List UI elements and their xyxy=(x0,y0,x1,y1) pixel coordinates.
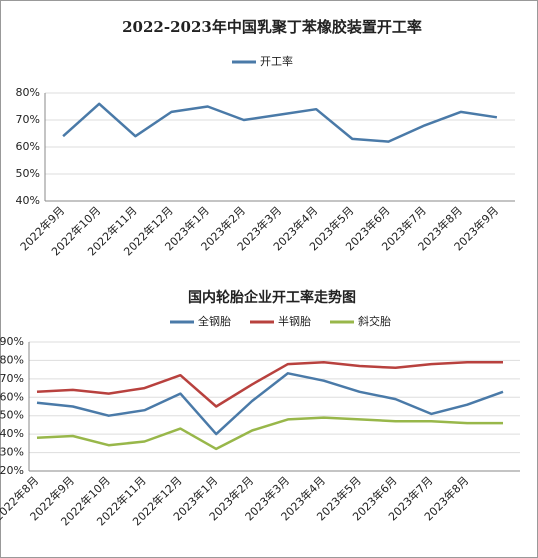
y-tick-label: 50% xyxy=(0,409,24,422)
y-tick-label: 80% xyxy=(16,86,40,99)
y-tick-label: 20% xyxy=(0,464,24,477)
legend-label: 斜交胎 xyxy=(358,314,391,328)
legend-label: 开工率 xyxy=(260,54,293,68)
legend-label: 半钢胎 xyxy=(278,314,311,328)
chart-title: 2022-2023年中国乳聚丁苯橡胶装置开工率 xyxy=(122,18,422,36)
series-line xyxy=(36,372,504,436)
y-tick-label: 30% xyxy=(0,446,24,459)
y-tick-label: 70% xyxy=(16,113,40,126)
y-tick-label: 60% xyxy=(0,390,24,403)
chart-title: 国内轮胎企业开工率走势图 xyxy=(188,289,356,306)
series-line xyxy=(36,416,503,451)
y-tick-label: 40% xyxy=(16,194,40,207)
y-tick-label: 60% xyxy=(16,140,40,153)
series-line xyxy=(62,102,498,143)
y-tick-label: 90% xyxy=(0,335,24,348)
series-line xyxy=(36,361,503,408)
legend-label: 全钢胎 xyxy=(198,314,231,328)
y-tick-label: 40% xyxy=(0,427,24,440)
y-tick-label: 70% xyxy=(0,372,24,385)
y-tick-label: 80% xyxy=(0,353,24,366)
y-tick-label: 50% xyxy=(16,167,40,180)
